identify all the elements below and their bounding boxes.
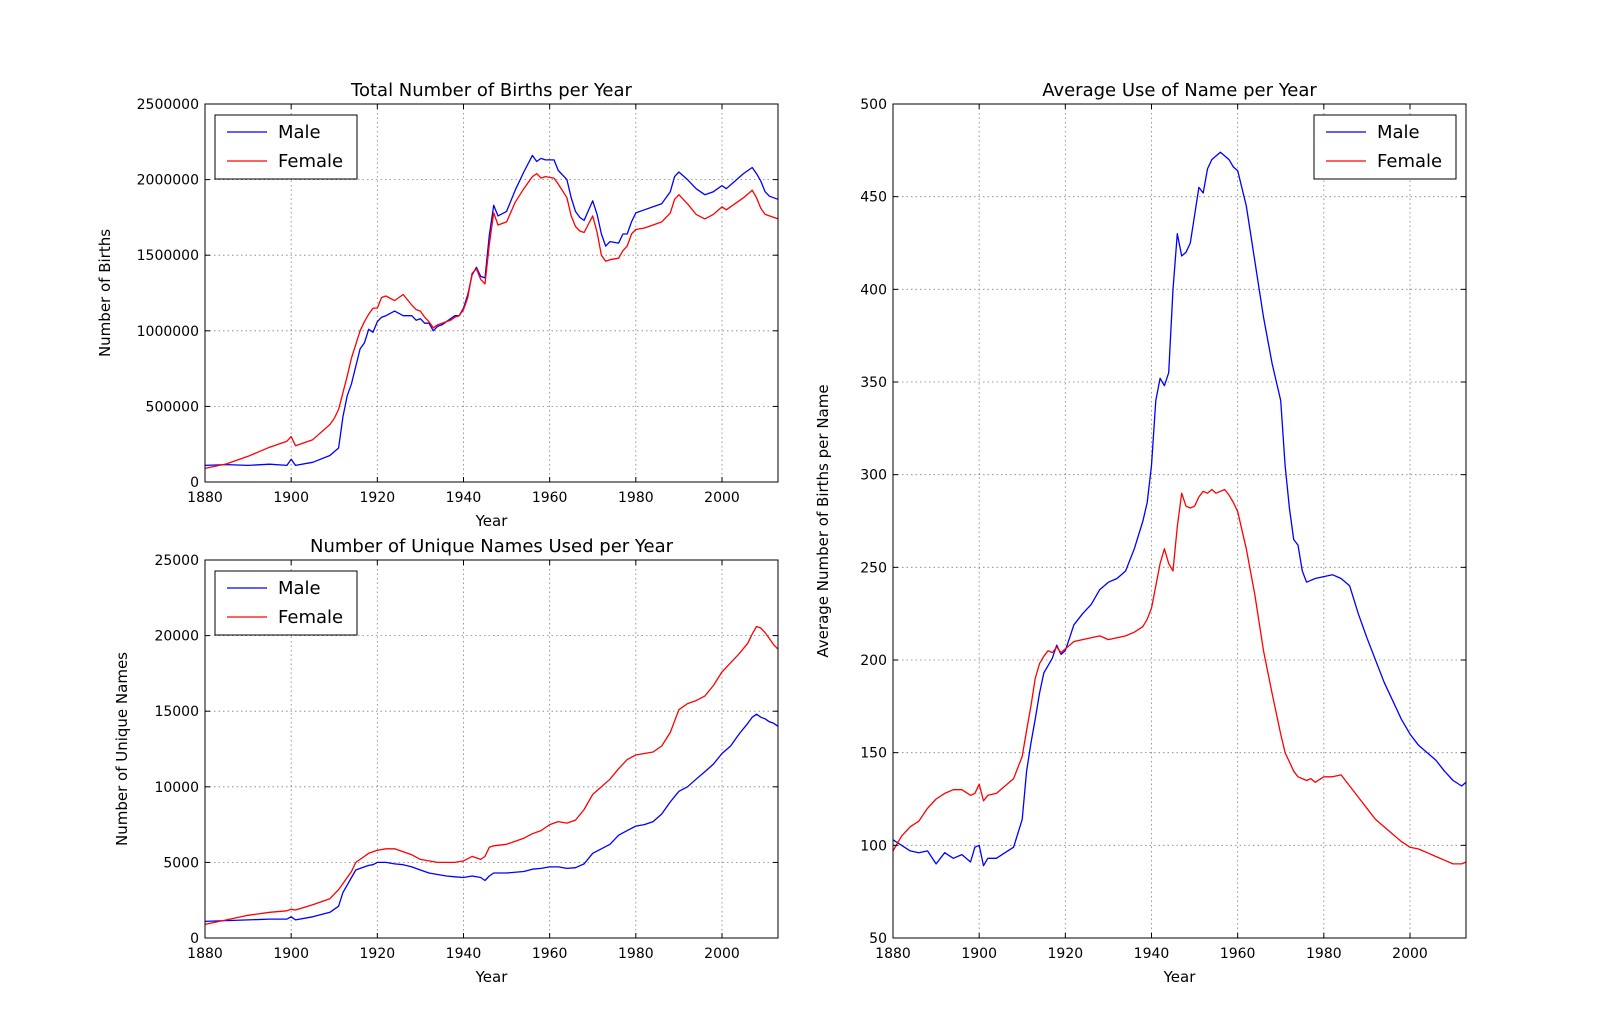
- births-ytick-label: 1500000: [137, 248, 199, 264]
- births-xtick-label: 2000: [704, 490, 740, 506]
- births-ytick-label: 2500000: [137, 97, 199, 113]
- unique-chart-ylabel: Number of Unique Names: [113, 652, 131, 846]
- births-xtick-label: 1980: [618, 490, 654, 506]
- average-series-male-line: [892, 151, 1467, 867]
- average-ytick-label: 350: [860, 375, 887, 391]
- average-chart: Average Use of Name per Year Year Averag…: [814, 80, 1467, 986]
- average-xtick-label: 1920: [1048, 946, 1084, 962]
- average-chart-xlabel: Year: [1163, 968, 1197, 986]
- unique-chart-title: Number of Unique Names Used per Year: [310, 536, 674, 557]
- unique-legend-box: [214, 570, 358, 636]
- average-ytick-label: 150: [860, 746, 887, 762]
- births-chart-title: Total Number of Births per Year: [350, 80, 633, 101]
- unique-series-female-line: [204, 625, 779, 926]
- births-chart-ylabel: Number of Births: [96, 229, 114, 357]
- births-ytick-label: 1000000: [137, 324, 199, 340]
- births-ytick-label: 2000000: [137, 173, 199, 189]
- births-legend-label-female: Female: [278, 151, 343, 172]
- unique-xtick-label: 1980: [618, 946, 654, 962]
- average-legend-box: [1313, 114, 1457, 180]
- average-xtick-label: 1980: [1306, 946, 1342, 962]
- average-legend-label-female: Female: [1377, 151, 1442, 172]
- average-grid: [893, 104, 1466, 938]
- average-frame: [892, 103, 1467, 939]
- unique-ytick-label: 0: [190, 931, 199, 947]
- unique-series-male-line: [204, 713, 779, 923]
- unique-xtick-label: 1880: [187, 946, 223, 962]
- births-xtick-label: 1920: [360, 490, 396, 506]
- unique-ytick-label: 20000: [154, 629, 199, 645]
- average-chart-title: Average Use of Name per Year: [1042, 80, 1317, 101]
- unique-legend-label-male: Male: [278, 578, 321, 599]
- average-chart-ylabel: Average Number of Births per Name: [814, 384, 832, 657]
- unique-xtick-label: 1900: [273, 946, 309, 962]
- unique-xtick-label: 1940: [446, 946, 482, 962]
- unique-frame: [204, 559, 779, 939]
- unique-xtick-label: 1960: [532, 946, 568, 962]
- unique-xtick-label: 2000: [704, 946, 740, 962]
- births-legend: Male Female: [214, 114, 358, 180]
- average-xtick-label: 1960: [1220, 946, 1256, 962]
- births-chart: Total Number of Births per Year Year Num…: [96, 80, 779, 530]
- births-xtick-label: 1940: [446, 490, 482, 506]
- births-xtick-label: 1900: [273, 490, 309, 506]
- average-ytick-label: 450: [860, 190, 887, 206]
- births-frame: [204, 103, 779, 483]
- unique-chart: Number of Unique Names Used per Year Yea…: [113, 536, 779, 986]
- average-ytick-label: 400: [860, 282, 887, 298]
- average-xtick-label: 2000: [1392, 946, 1428, 962]
- average-xtick-label: 1940: [1134, 946, 1170, 962]
- unique-ytick-label: 15000: [154, 704, 199, 720]
- average-ytick-label: 200: [860, 653, 887, 669]
- births-ytick-label: 0: [190, 475, 199, 491]
- average-ytick-label: 300: [860, 468, 887, 484]
- births-xtick-label: 1880: [187, 490, 223, 506]
- unique-legend: Male Female: [214, 570, 358, 636]
- average-xtick-label: 1880: [875, 946, 911, 962]
- average-series-female-line: [892, 488, 1467, 865]
- unique-ytick-label: 5000: [163, 855, 199, 871]
- births-ytick-label: 500000: [146, 399, 199, 415]
- average-legend: Male Female: [1313, 114, 1457, 180]
- births-series-male-line: [204, 154, 779, 467]
- unique-chart-xlabel: Year: [475, 968, 509, 986]
- unique-legend-label-female: Female: [278, 607, 343, 628]
- average-legend-label-male: Male: [1377, 122, 1420, 143]
- average-ytick-label: 100: [860, 838, 887, 854]
- births-legend-box: [214, 114, 358, 180]
- average-ytick-label: 50: [869, 931, 887, 947]
- births-xtick-label: 1960: [532, 490, 568, 506]
- average-ytick-label: 250: [860, 560, 887, 576]
- unique-xtick-label: 1920: [360, 946, 396, 962]
- unique-grid: [205, 560, 778, 938]
- unique-ytick-label: 25000: [154, 553, 199, 569]
- average-ytick-label: 500: [860, 97, 887, 113]
- births-grid: [205, 104, 778, 482]
- births-series-female-line: [204, 172, 779, 470]
- births-chart-xlabel: Year: [475, 512, 509, 530]
- births-legend-label-male: Male: [278, 122, 321, 143]
- average-xtick-label: 1900: [961, 946, 997, 962]
- unique-ytick-label: 10000: [154, 780, 199, 796]
